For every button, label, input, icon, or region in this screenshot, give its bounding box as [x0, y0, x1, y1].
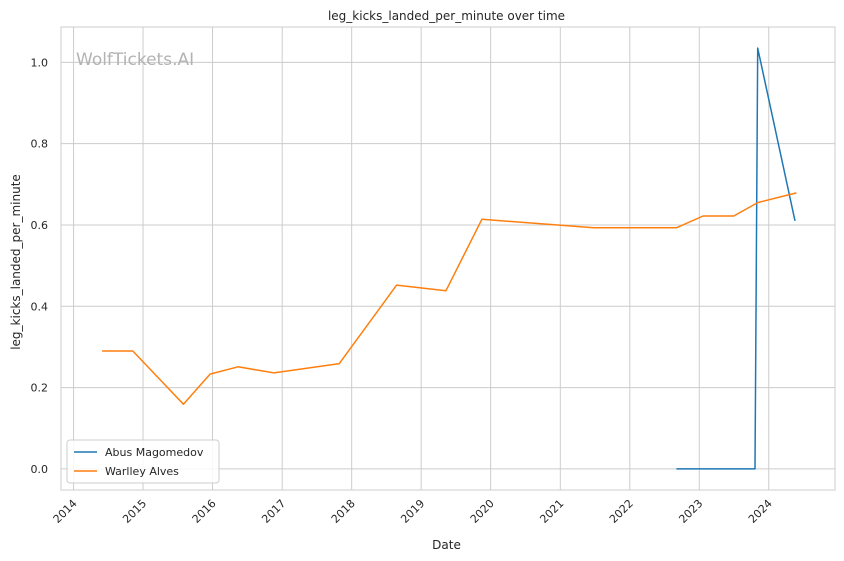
series-line-abus-magomedov: [676, 47, 796, 470]
plot-frame: [60, 26, 836, 491]
data-point: [237, 365, 240, 368]
x-axis: 2014 2015 2016 2017 2018 2019 2020 2021 2022 2023…: [51, 497, 775, 526]
data-point: [209, 373, 212, 376]
watermark: WolfTickets.AI: [76, 50, 194, 70]
data-point: [756, 47, 759, 50]
x-tick-label: 2014: [51, 497, 80, 526]
data-point: [756, 201, 759, 204]
y-tick-label: 0.2: [31, 382, 49, 395]
series-abus-magomedov: [675, 47, 797, 470]
data-point: [702, 215, 705, 218]
data-point: [754, 467, 757, 470]
data-point: [675, 226, 678, 229]
legend-label-abus-magomedov: Abus Magomedov: [105, 446, 204, 459]
series-line-warlley-alves: [102, 192, 797, 405]
x-tick-label: 2019: [398, 497, 427, 526]
data-point: [592, 226, 595, 229]
data-point: [273, 371, 276, 374]
y-tick-label: 1.0: [31, 56, 49, 69]
x-tick-label: 2021: [537, 497, 566, 526]
y-axis: 0.0 0.2 0.4 0.6 0.8 1.0: [31, 56, 49, 475]
x-tick-label: 2018: [329, 497, 358, 526]
data-point: [795, 191, 798, 194]
grid: [61, 27, 835, 490]
legend: Abus Magomedov Warlley Alves: [66, 439, 220, 484]
x-tick-label: 2022: [607, 497, 636, 526]
data-point: [338, 362, 341, 365]
data-point: [182, 403, 185, 406]
data-point: [675, 467, 678, 470]
legend-box: [66, 439, 220, 484]
y-tick-label: 0.4: [31, 300, 49, 313]
data-point: [395, 284, 398, 287]
data-point: [131, 349, 134, 352]
x-tick-label: 2023: [676, 497, 705, 526]
y-tick-label: 0.8: [31, 138, 49, 151]
x-tick-label: 2024: [746, 497, 775, 526]
x-tick-label: 2017: [259, 497, 288, 526]
data-point: [444, 289, 447, 292]
data-point: [732, 215, 735, 218]
x-tick-label: 2015: [120, 497, 149, 526]
y-axis-label: leg_kicks_landed_per_minute: [9, 174, 23, 350]
data-point: [480, 218, 483, 221]
data-point: [101, 349, 104, 352]
y-tick-label: 0.0: [31, 463, 49, 476]
x-tick-label: 2016: [190, 497, 219, 526]
y-tick-label: 0.6: [31, 219, 49, 232]
series-warlley-alves: [101, 191, 798, 406]
legend-label-warlley-alves: Warlley Alves: [105, 465, 179, 478]
plot-lines: [101, 47, 798, 470]
chart-title: leg_kicks_landed_per_minute over time: [328, 9, 565, 23]
data-point: [794, 219, 797, 222]
x-tick-label: 2020: [468, 497, 497, 526]
x-axis-label: Date: [432, 538, 461, 552]
